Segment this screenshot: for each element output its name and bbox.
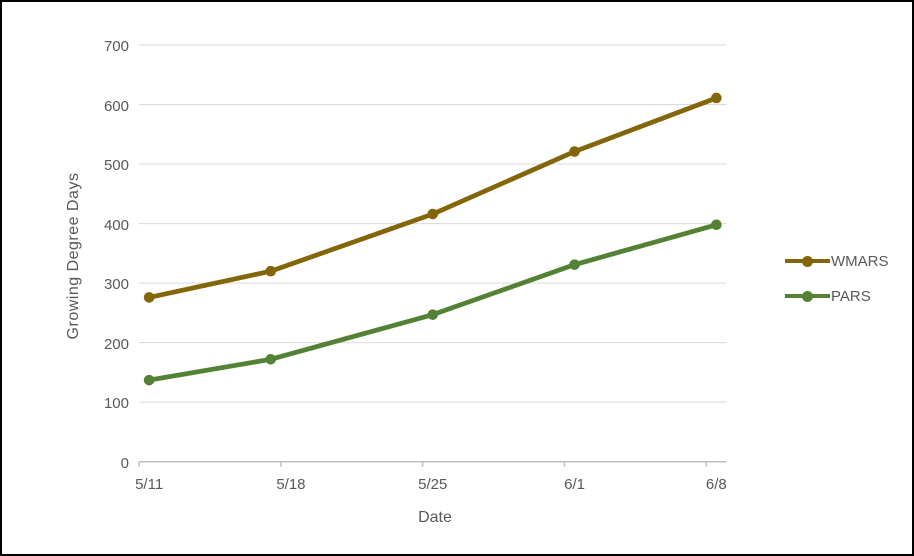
x-tick-label: 5/25 [418, 476, 448, 493]
series-line [146, 222, 719, 383]
y-axis-title: Growing Degree Days [65, 172, 82, 340]
data-point-marker [711, 219, 722, 231]
x-axis-title: Date [418, 509, 452, 526]
data-point-marker [569, 259, 580, 270]
y-tick-label: 300 [103, 276, 129, 294]
legend-label: WMARS [831, 252, 889, 270]
data-point-marker [265, 265, 276, 277]
data-point-marker [143, 374, 155, 386]
x-tick-label: 6/1 [564, 476, 585, 493]
x-tick-label: 5/11 [135, 476, 164, 493]
legend-line-marker-icon [785, 252, 830, 270]
legend-item-wmars: WMARS [785, 252, 889, 270]
legend-line-marker-icon [785, 287, 830, 305]
series-line [146, 95, 719, 300]
data-point-marker [427, 208, 439, 220]
y-tick-label: 200 [103, 335, 129, 353]
data-point-marker [143, 292, 155, 303]
legend-label: PARS [831, 287, 871, 305]
data-point-marker [711, 92, 722, 104]
y-tick-label: 400 [103, 216, 129, 234]
legend-item-pars: PARS [785, 287, 889, 305]
y-tick-label: 0 [120, 454, 129, 472]
y-tick-label: 500 [103, 157, 129, 175]
x-tick-label: 6/8 [705, 476, 727, 493]
y-tick-label: 600 [103, 97, 129, 115]
data-point-marker [427, 309, 439, 320]
data-point-marker [265, 354, 276, 365]
y-tick-label: 100 [103, 395, 129, 413]
y-tick-label: 700 [103, 38, 129, 55]
series-pars [143, 219, 722, 386]
chart-legend: WMARS PARS [785, 252, 889, 322]
x-tick-label: 5/18 [276, 476, 306, 493]
series-wmars [143, 92, 722, 303]
data-point-marker [569, 146, 580, 157]
